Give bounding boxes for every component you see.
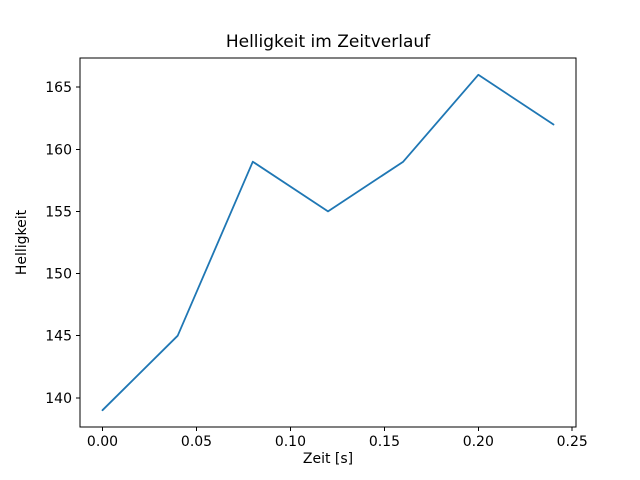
y-tick-label: 160 bbox=[45, 142, 72, 158]
x-tick-label: 0.05 bbox=[181, 434, 212, 450]
y-tick-label: 165 bbox=[45, 80, 72, 96]
y-tick-label: 155 bbox=[45, 204, 72, 220]
x-axis-ticks: 0.00 0.05 0.10 0.15 0.20 0.25 bbox=[87, 427, 588, 450]
x-axis-label: Zeit [s] bbox=[303, 451, 353, 467]
plot-area bbox=[79, 57, 577, 428]
x-tick-label: 0.25 bbox=[557, 434, 588, 450]
y-axis-label: Helligkeit bbox=[14, 209, 30, 275]
data-line bbox=[101, 73, 555, 412]
y-tick-label: 150 bbox=[45, 267, 72, 283]
y-tick-label: 145 bbox=[45, 329, 72, 345]
x-tick-label: 0.10 bbox=[275, 434, 306, 450]
x-tick-label: 0.20 bbox=[463, 434, 494, 450]
y-axis-ticks: 140 145 150 155 160 165 bbox=[45, 80, 80, 407]
chart-title: Helligkeit im Zeitverlauf bbox=[226, 32, 431, 52]
x-tick-label: 0.15 bbox=[369, 434, 400, 450]
x-tick-label: 0.00 bbox=[87, 434, 118, 450]
y-tick-label: 140 bbox=[45, 391, 72, 407]
